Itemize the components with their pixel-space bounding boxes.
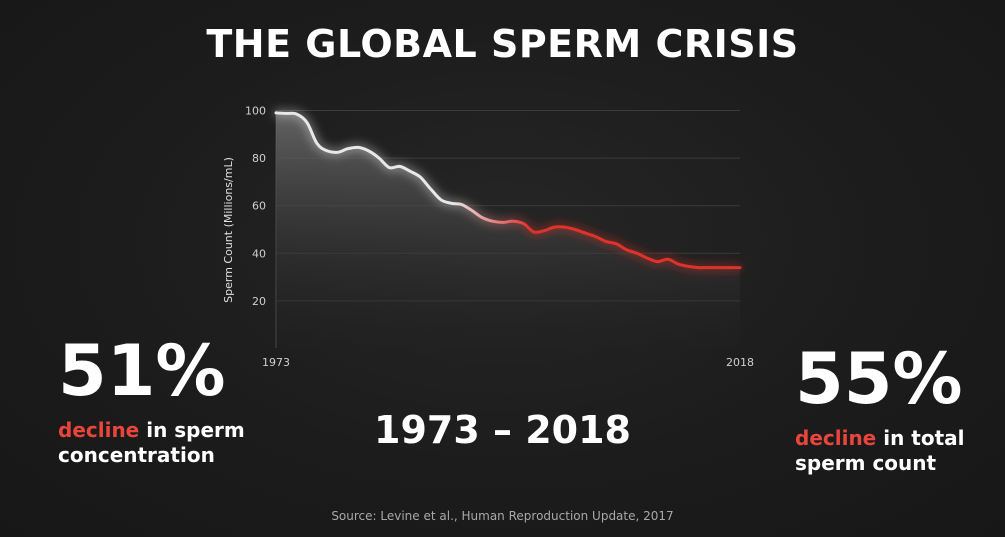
area-fill	[276, 112, 740, 348]
y-tick-label: 40	[252, 247, 266, 260]
stat-description: decline in sperm concentration	[58, 418, 278, 468]
y-axis-label: Sperm Count (Millions/mL)	[222, 157, 235, 303]
chart-title: THE GLOBAL SPERM CRISIS	[206, 22, 799, 66]
stat-text-line2: concentration	[58, 443, 215, 467]
y-tick-label: 80	[252, 152, 266, 165]
y-tick-label: 100	[245, 105, 266, 118]
stat-highlight: decline	[58, 418, 140, 442]
x-tick-label: 2018	[726, 356, 754, 369]
x-tick-label: 1973	[262, 356, 290, 369]
stat-text-line2: sperm count	[795, 451, 937, 475]
series-line	[274, 111, 742, 270]
source-citation: Source: Levine et al., Human Reproductio…	[331, 509, 674, 523]
date-range: 1973 – 2018	[374, 408, 631, 452]
stat-concentration: 51% decline in sperm concentration	[58, 330, 278, 468]
stat-text: in sperm	[139, 418, 245, 442]
stat-value: 51%	[58, 330, 226, 412]
stat-value: 55%	[795, 338, 963, 420]
stat-total-count: 55% decline in total sperm count	[795, 338, 995, 476]
stat-highlight: decline	[795, 426, 877, 450]
stat-text: in total	[876, 426, 965, 450]
y-tick-label: 60	[252, 200, 266, 213]
stat-description: decline in total sperm count	[795, 426, 995, 476]
y-tick-label: 20	[252, 295, 266, 308]
